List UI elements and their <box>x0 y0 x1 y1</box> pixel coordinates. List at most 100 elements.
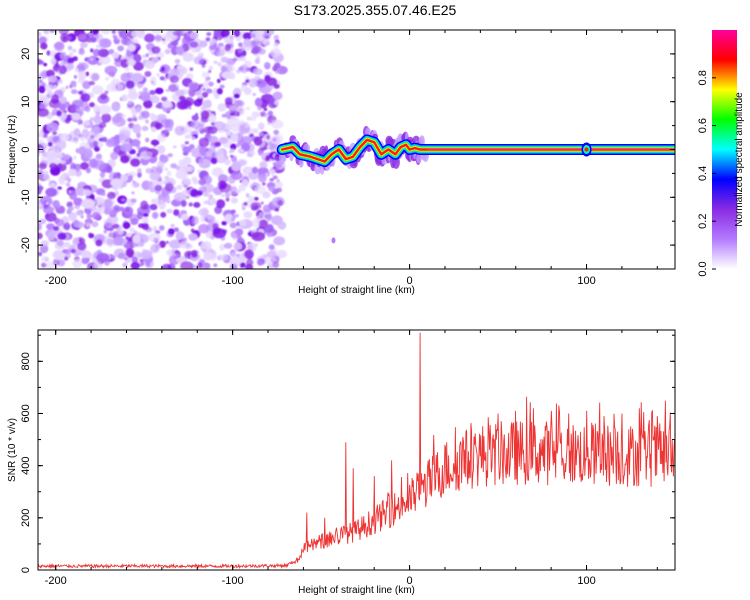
noise-blob <box>130 139 141 147</box>
noise-blob <box>265 172 269 176</box>
noise-blob <box>277 200 284 206</box>
noise-blob <box>159 225 165 231</box>
noise-blob <box>233 93 240 99</box>
noise-blob <box>78 119 83 125</box>
noise-blob <box>268 168 276 174</box>
noise-blob <box>239 64 249 74</box>
noise-blob <box>246 116 253 121</box>
noise-blob <box>81 256 90 265</box>
noise-blob <box>63 256 69 261</box>
noise-blob <box>145 168 153 174</box>
noise-blob <box>257 260 264 266</box>
x-tick-label: -100 <box>222 275 244 287</box>
noise-blob <box>273 236 286 246</box>
noise-blob <box>227 125 232 130</box>
noise-blob <box>60 33 70 43</box>
noise-blob <box>95 239 103 247</box>
noise-blob <box>52 258 60 266</box>
noise-blob <box>257 80 262 85</box>
noise-blob <box>114 207 119 211</box>
noise-blob <box>81 250 92 258</box>
noise-blob <box>72 136 79 142</box>
noise-blob <box>127 117 133 122</box>
noise-blob <box>241 45 246 51</box>
noise-blob <box>191 216 199 225</box>
noise-blob <box>47 178 52 182</box>
noise-blob <box>58 176 66 185</box>
noise-blob <box>77 241 87 251</box>
noise-blob <box>184 134 191 140</box>
noise-blob <box>92 126 100 136</box>
noise-blob <box>121 198 126 202</box>
noise-blob <box>230 171 243 180</box>
noise-blob <box>253 196 259 201</box>
noise-blob <box>141 249 153 260</box>
noise-blob <box>83 120 91 126</box>
x-tick-label: 0 <box>407 575 413 587</box>
noise-blob <box>111 115 123 124</box>
noise-blob <box>258 152 263 156</box>
noise-blob <box>78 49 85 56</box>
noise-blob <box>93 260 103 269</box>
noise-blob <box>174 125 188 135</box>
noise-blob <box>133 54 142 63</box>
noise-blob <box>92 48 101 57</box>
noise-blob <box>120 72 131 83</box>
noise-blob <box>271 215 283 226</box>
noise-blob <box>70 248 76 254</box>
noise-blob <box>110 178 123 188</box>
noise-blob <box>251 231 266 242</box>
noise-blob <box>92 30 99 35</box>
noise-blob <box>188 233 198 241</box>
noise-blob <box>231 161 242 172</box>
noise-blob <box>104 228 108 233</box>
noise-blob <box>143 213 149 218</box>
noise-blob <box>232 57 238 62</box>
noise-blob <box>220 56 229 63</box>
noise-blob <box>167 228 175 235</box>
noise-blob <box>167 153 173 158</box>
noise-blob <box>78 33 87 40</box>
noise-blob <box>198 94 203 99</box>
noise-blob <box>215 148 225 159</box>
noise-blob <box>149 90 157 95</box>
noise-blob <box>190 120 201 129</box>
noise-blob <box>104 65 118 76</box>
noise-blob <box>269 178 275 182</box>
noise-blob <box>213 30 222 35</box>
noise-blob <box>60 160 66 165</box>
colorbar-tick-label: 0.2 <box>697 214 709 229</box>
noise-blob <box>78 71 87 80</box>
noise-blob <box>85 37 93 43</box>
noise-blob <box>38 36 47 45</box>
noise-blob <box>73 197 83 206</box>
noise-blob <box>251 150 255 156</box>
noise-blob <box>68 168 77 177</box>
noise-blob <box>262 204 272 213</box>
noise-blob <box>38 162 47 170</box>
noise-blob <box>223 255 229 260</box>
noise-blob <box>175 46 185 55</box>
noise-blob <box>188 81 200 91</box>
noise-blob <box>129 227 135 232</box>
noise-blob <box>203 200 209 205</box>
noise-blob <box>124 67 130 72</box>
noise-blob <box>55 139 67 150</box>
noise-blob <box>159 76 165 81</box>
noise-blob <box>211 167 224 177</box>
ridge-halo <box>298 159 304 168</box>
noise-blob <box>46 223 55 230</box>
noise-blob <box>80 101 89 111</box>
noise-blob <box>166 199 171 204</box>
noise-blob <box>53 226 60 231</box>
noise-blob <box>165 240 170 244</box>
noise-blob <box>206 32 212 37</box>
y-tick-label: 0 <box>20 146 32 152</box>
noise-blob <box>208 69 212 74</box>
noise-blob <box>166 208 173 214</box>
noise-blob <box>241 143 251 152</box>
noise-blob <box>260 111 266 117</box>
noise-blob <box>111 74 115 78</box>
noise-blob <box>101 113 112 123</box>
noise-blob <box>156 73 160 77</box>
